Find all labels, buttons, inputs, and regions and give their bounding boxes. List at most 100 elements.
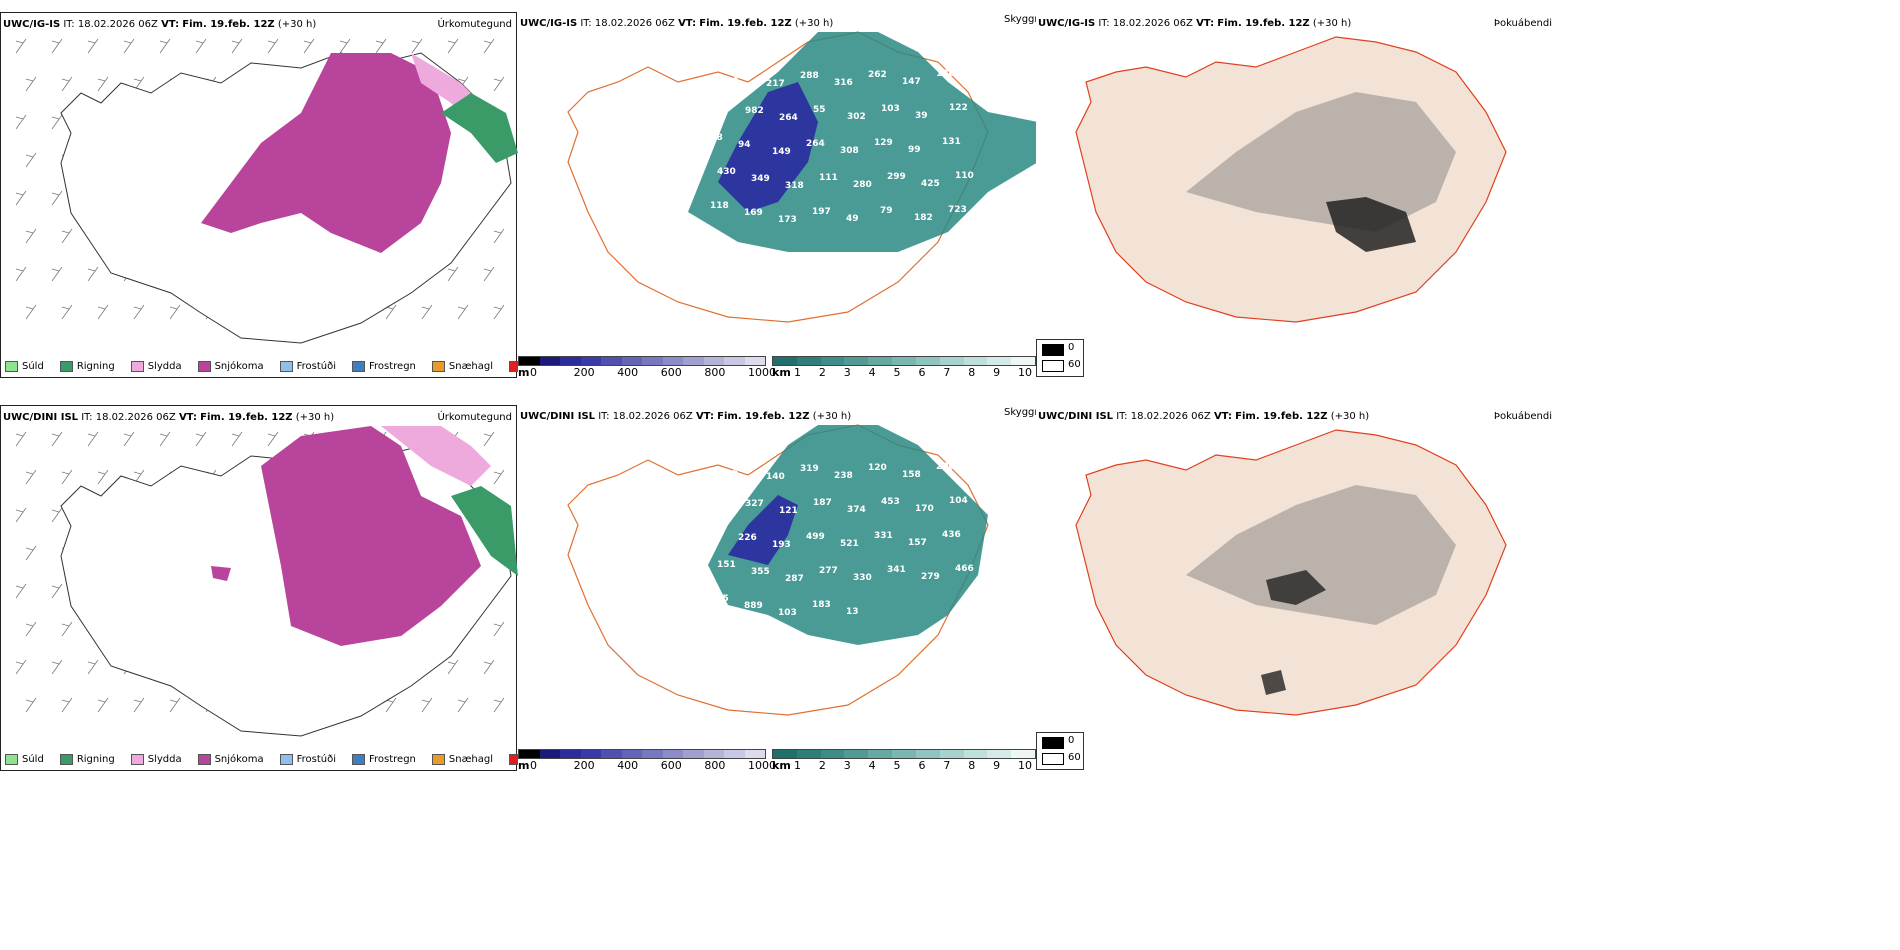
- colorbar-tick-label: 10: [1018, 366, 1032, 379]
- wind-barb: [457, 697, 469, 713]
- colorbar-tick-label: 200: [573, 759, 595, 772]
- precip-panel-top: UWC/IG-IS IT: 18.02.2026 06Z VT: Fim. 19…: [0, 12, 558, 378]
- cloud-base-label: 982: [745, 106, 764, 116]
- panel-header: UWC/IG-IS IT: 18.02.2026 06Z VT: Fim. 19…: [1038, 18, 1352, 29]
- legend-label: Snjókoma: [214, 361, 264, 372]
- colorbar-segment: [773, 750, 797, 758]
- legend-label: Slydda: [147, 361, 182, 372]
- colorbar-unit: km: [772, 759, 791, 772]
- fog-map: [1075, 36, 1507, 323]
- wind-barb: [169, 697, 181, 713]
- cloud-base-label: 327: [745, 499, 764, 509]
- wind-barb: [231, 38, 243, 54]
- cloud-base-label: 104: [732, 72, 751, 82]
- panel-title: Úrkomutegund: [437, 19, 512, 30]
- wind-barb: [15, 190, 27, 206]
- legend-item: Slydda: [130, 361, 182, 372]
- colorbar-segment: [892, 357, 916, 365]
- cloud-base-label: 170: [915, 504, 934, 514]
- cloud-base-label: 118: [710, 201, 729, 211]
- colorbar-segment: [915, 357, 940, 365]
- wind-barb: [25, 469, 37, 485]
- colorbar-tick-label: 10: [1018, 759, 1032, 772]
- cloud-base-label: 262: [868, 70, 887, 80]
- wind-barb: [493, 304, 505, 320]
- legend-swatch: [431, 754, 445, 765]
- wind-barb: [15, 266, 27, 282]
- colorbar-segment: [601, 357, 622, 365]
- fog-legend: 0 60: [1036, 732, 1084, 770]
- legend-label: Snæhagl: [448, 361, 494, 372]
- colorbar-segment: [773, 357, 797, 365]
- cloud-base-label: 55: [813, 105, 826, 115]
- colorbar-segment: [892, 750, 916, 758]
- visibility-colorbar: km 1 2 3 4 5 6 7 8 9 10: [772, 356, 1036, 379]
- cloud-base-label: 49: [846, 214, 859, 224]
- panel-header: UWC/DINI ISL IT: 18.02.2026 06Z VT: Fim.…: [1038, 411, 1370, 422]
- colorbar-segment: [519, 357, 540, 365]
- precip-panel-bottom: UWC/DINI ISL IT: 18.02.2026 06Z VT: Fim.…: [0, 405, 558, 771]
- wind-barb: [169, 304, 181, 320]
- wind-barb: [267, 431, 279, 447]
- wind-barb: [61, 621, 73, 637]
- colorbar-segment: [868, 357, 893, 365]
- wind-barb: [15, 38, 27, 54]
- colorbar-tick-label: 3: [843, 366, 851, 379]
- fog-map: [1075, 429, 1507, 716]
- fog-panel-bottom: UWC/DINI ISL IT: 18.02.2026 06Z VT: Fim.…: [1036, 405, 1556, 773]
- colorbar-segment: [744, 357, 765, 365]
- colorbar-tick-label: 800: [704, 366, 726, 379]
- colorbar-tick-label: 5: [893, 366, 901, 379]
- wind-barb: [411, 38, 423, 54]
- wind-barb: [493, 228, 505, 244]
- colorbar-segment: [963, 357, 988, 365]
- wind-barb: [447, 38, 459, 54]
- legend-label: Rigning: [76, 754, 115, 765]
- ceiling-colorbar: m 0 200 400 600 800 1000: [518, 356, 776, 379]
- wind-barb: [51, 266, 63, 282]
- colorbar-segment: [703, 357, 724, 365]
- visibility-colorbar: km 1 2 3 4 5 6 7 8 9 10: [772, 749, 1036, 772]
- colorbar-tick-label: 400: [617, 366, 639, 379]
- cloud-base-label: 430: [717, 167, 736, 177]
- panel-header: UWC/DINI ISL IT: 18.02.2026 06Z VT: Fim.…: [3, 412, 335, 423]
- legend-label: Rigning: [76, 361, 115, 372]
- precip-map: [15, 38, 518, 344]
- wind-barb: [159, 431, 171, 447]
- cloud-base-label: 103: [881, 104, 900, 114]
- colorbar-segment: [724, 750, 745, 758]
- cloud-base-label: 39: [915, 111, 928, 121]
- wind-barb: [25, 621, 37, 637]
- wind-barb: [123, 431, 135, 447]
- cloud-base-label: 723: [948, 205, 967, 215]
- colorbar-unit: m: [518, 759, 530, 772]
- cloud-base-label: 268: [704, 133, 723, 143]
- cloud-base-label: 122: [949, 103, 968, 113]
- iceland-outline: [1075, 429, 1507, 716]
- wind-barb: [15, 583, 27, 599]
- colorbar-segment: [519, 750, 540, 758]
- wind-barb: [231, 431, 243, 447]
- cloud-base-label: 287: [785, 574, 804, 584]
- cloud-base-label: 236: [711, 492, 730, 502]
- cloud-base-label: 277: [819, 566, 838, 576]
- legend-item: Frostregn: [352, 361, 416, 372]
- wind-barb: [493, 469, 505, 485]
- cloud-base-label: 111: [819, 173, 838, 183]
- legend-label: Frostúði: [296, 754, 336, 765]
- legend-item: Súld: [5, 754, 44, 765]
- cloud-base-label: 79: [880, 206, 893, 216]
- wind-barb: [133, 304, 145, 320]
- colorbar-segment: [796, 357, 821, 365]
- colorbar-tick-label: 2: [818, 366, 826, 379]
- cloud-base-label: 126: [936, 69, 955, 79]
- wind-barb: [483, 266, 495, 282]
- cloud-base-label: 217: [766, 79, 785, 89]
- snow-area: [261, 426, 481, 646]
- precip-legend: Súld Rigning Slydda Snjókoma Frostúði Frostre…: [5, 361, 568, 372]
- panel-title: Skyggni: [1004, 14, 1044, 25]
- cloud-base-label: 288: [800, 71, 819, 81]
- cloud-base-label: 254: [704, 526, 723, 536]
- cloud-base-label: 521: [840, 539, 859, 549]
- cloud-base-label: 264: [806, 139, 825, 149]
